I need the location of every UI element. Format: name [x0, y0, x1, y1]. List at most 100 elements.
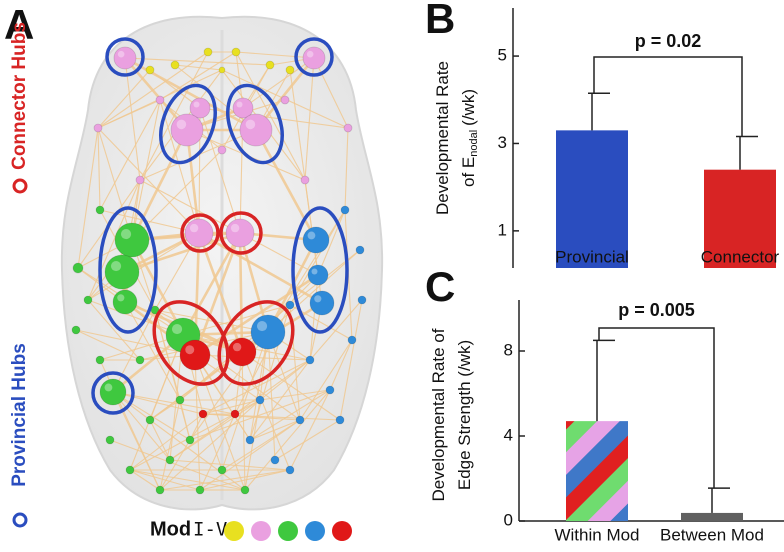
node: [232, 97, 254, 119]
edge: [112, 391, 171, 461]
y-tick-label: 4: [504, 425, 513, 444]
node: [245, 435, 255, 445]
edge: [344, 127, 349, 211]
node-highlight: [110, 260, 122, 272]
bar: [704, 169, 776, 268]
node: [179, 339, 211, 371]
y-label-line: Edge Strength (/wk): [455, 340, 474, 490]
node: [203, 47, 213, 57]
provincial-hub-outline: [91, 371, 135, 415]
node: [343, 123, 353, 133]
node: [189, 97, 211, 119]
edge: [199, 107, 349, 129]
edge: [179, 331, 269, 401]
node: [309, 290, 335, 316]
node: [135, 175, 145, 185]
edge: [249, 419, 301, 441]
edge: [194, 354, 201, 491]
edge: [254, 129, 318, 241]
x-tick-label: Connector: [701, 247, 780, 266]
edge: [289, 389, 331, 471]
edge: [124, 301, 181, 401]
node: [114, 222, 150, 258]
node: [227, 337, 257, 367]
node-highlight: [306, 50, 314, 58]
node: [218, 66, 226, 74]
node-highlight: [120, 228, 132, 240]
module-swatch: [332, 521, 352, 541]
node: [250, 314, 286, 350]
module-swatch: [251, 521, 271, 541]
edge: [159, 399, 181, 491]
provincial-hub-outline: [226, 83, 284, 165]
edge: [221, 331, 269, 471]
edge: [202, 413, 341, 421]
edge: [159, 439, 191, 491]
node-highlight: [245, 119, 256, 130]
edge: [221, 419, 301, 471]
node-highlight: [307, 231, 316, 240]
node: [95, 355, 105, 365]
edge: [159, 399, 261, 491]
edge: [129, 469, 161, 491]
connector-hub-outline: [152, 300, 230, 386]
node: [112, 289, 138, 315]
significance-bracket: [598, 327, 715, 489]
bar: [681, 512, 743, 521]
edge: [174, 64, 257, 131]
provincial-hub-outline: [294, 37, 334, 77]
node: [225, 218, 255, 248]
edge: [129, 469, 246, 491]
node-highlight: [230, 223, 240, 233]
panel-letter: B: [425, 0, 455, 42]
node: [135, 355, 145, 365]
node-highlight: [104, 383, 113, 392]
y-tick-label: 8: [504, 340, 513, 359]
edge: [97, 99, 161, 129]
edge: [149, 419, 246, 491]
edge: [194, 354, 251, 441]
network-panel: A Connector Hubs Provincial Hubs Mod I-V…: [4, 1, 384, 541]
node: [285, 465, 295, 475]
edge: [202, 359, 311, 415]
node: [72, 262, 84, 274]
module-swatch: [278, 521, 298, 541]
edge: [169, 459, 291, 471]
chart-b: B Developmental Rate of Enodal (/wk) 1 3 5 P…: [425, 0, 780, 268]
module-swatch: [305, 521, 325, 541]
edge: [149, 419, 171, 461]
edge: [329, 339, 353, 391]
edge: [97, 69, 151, 129]
bar: [566, 421, 628, 521]
nodes: [71, 46, 367, 495]
edge: [274, 419, 341, 461]
provincial-hub-outline: [98, 206, 158, 334]
connector-hub-outline: [180, 213, 220, 253]
connector-hub-outline: [219, 211, 263, 255]
y-axis-label: Developmental Rate: [433, 61, 452, 215]
edge: [317, 209, 346, 276]
edge: [259, 389, 331, 401]
y-axis-label: Edge Strength (/wk): [455, 340, 474, 490]
node: [105, 435, 115, 445]
y-axis-label: Developmental Rate of: [429, 328, 448, 501]
node: [170, 60, 180, 70]
panel-letter: A: [4, 1, 34, 48]
node: [145, 415, 155, 425]
y-label-subscript: nodal: [468, 130, 480, 157]
edge: [194, 273, 319, 357]
edge: [129, 469, 201, 491]
edge: [154, 309, 191, 441]
node: [302, 46, 326, 70]
node-highlight: [311, 268, 318, 275]
annotation: p = 0.005: [618, 300, 695, 320]
connector-label: Connector Hubs: [9, 22, 30, 170]
edge: [339, 299, 363, 421]
edge: [109, 439, 246, 491]
node: [95, 205, 105, 215]
annotation: p = 0.02: [635, 31, 702, 51]
node: [175, 395, 185, 405]
connector-symbol: [12, 178, 28, 194]
x-tick-label: Within Mod: [554, 525, 639, 544]
node: [335, 415, 345, 425]
